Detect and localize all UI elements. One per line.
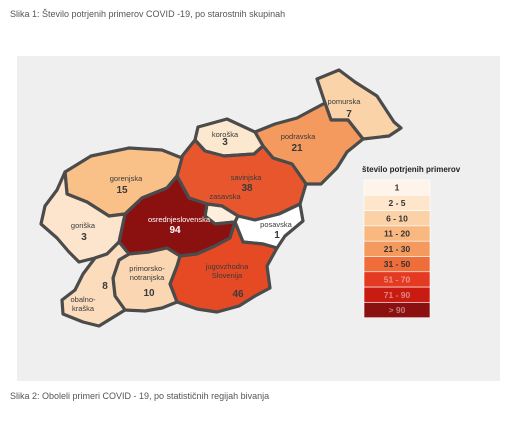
region-label-primorsko: notranjska [130,273,165,282]
legend-label: 31 - 50 [384,259,411,269]
region-label-posavska: posavska [260,220,293,229]
region-label-jugovzhodna: Slovenija [212,271,243,280]
map-legend: število potrjenih primerov 1 2 - 5 6 - 10 11… [362,165,461,318]
legend-label: 51 - 70 [384,274,411,284]
region-label-pomurska: pomurska [328,97,362,106]
legend-label: 6 - 10 [386,213,408,223]
region-value-gorenjska: 15 [116,185,128,196]
legend-title: število potrjenih primerov [362,165,461,174]
region-value-pomurska: 7 [346,109,352,120]
legend-label: 71 - 90 [384,290,411,300]
region-label-jugovzhodna: jugovzhodna [205,262,249,271]
region-value-obalno: 8 [102,281,108,292]
region-value-podravska: 21 [291,143,303,154]
legend-swatch [363,302,431,318]
region-label-savinjska: savinjska [231,173,263,182]
region-value-jugovzhodna: 46 [232,289,244,300]
region-value-posavska: 1 [274,230,280,241]
figure-caption-top: Slika 1: Število potrjenih primerov COVI… [10,9,286,19]
covid-region-map-figure: pomurska 7 podravska 21 koroška 3 savinjska 38 z… [17,56,500,381]
region-value-savinjska: 38 [241,183,253,194]
slovenia-map: pomurska7podravska21koroška3savinjska38z… [39,68,461,328]
region-label-podravska: podravska [281,132,316,141]
region-value-osrednjeslovenska: 94 [169,225,181,236]
region-label-osrednjeslovenska: osrednjeslovenska [148,215,211,224]
legend-label: > 90 [389,305,406,315]
region-label-koroska: koroška [212,130,239,139]
region-label-obalno: obalno- [70,295,96,304]
region-jugovzhodna [168,220,279,314]
region-obalno [60,240,131,328]
figure-caption-bottom: Slika 2: Oboleli primeri COVID - 19, po … [10,391,270,401]
legend-label: 2 - 5 [388,198,405,208]
legend-label: 1 [395,183,400,193]
region-label-obalno: kraška [72,304,95,313]
region-label-primorsko: primorsko- [129,264,165,273]
region-label-goriska: goriška [71,221,96,230]
region-label-gorenjska: gorenjska [110,174,143,183]
region-value-koroska: 3 [222,137,228,148]
legend-label: 21 - 30 [384,244,411,254]
region-label-zasavska: zasavska [209,192,241,201]
region-value-primorsko: 10 [143,288,155,299]
legend-label: 11 - 20 [384,229,410,239]
region-value-goriska: 3 [81,232,87,243]
